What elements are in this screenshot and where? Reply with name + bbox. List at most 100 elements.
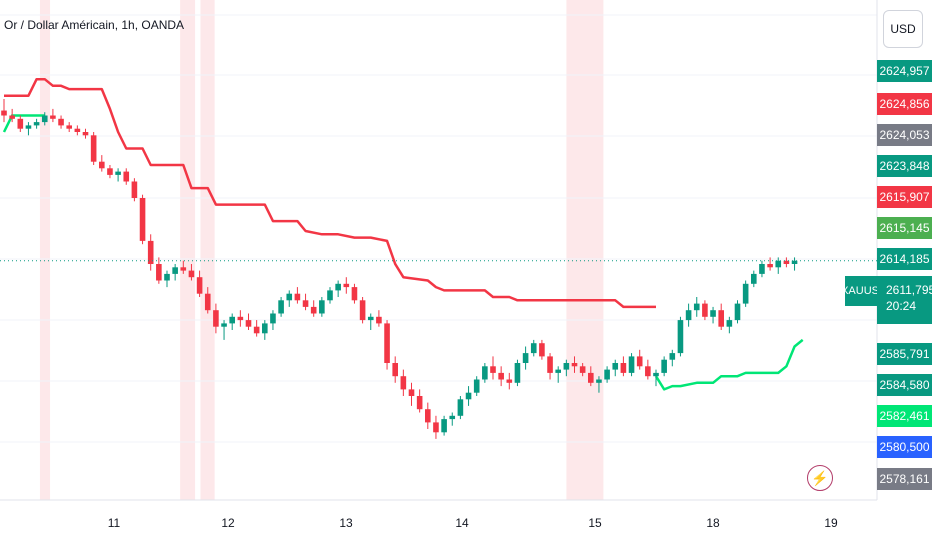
- candle-body: [213, 310, 219, 327]
- candle-54: [441, 415, 447, 436]
- candle-57: [465, 386, 472, 406]
- candle-27: [221, 320, 227, 340]
- candle-body: [563, 363, 570, 370]
- price-label-10: 2580,500: [877, 436, 932, 458]
- candle-34: [278, 297, 284, 317]
- candle-body: [457, 399, 464, 416]
- candle-51: [416, 389, 423, 413]
- candle-body: [490, 366, 496, 373]
- candle-67: [547, 353, 553, 380]
- session-shade-3: [566, 0, 604, 500]
- candle-29: [237, 310, 244, 327]
- candle-46: [376, 310, 382, 327]
- lightning-icon[interactable]: ⚡: [807, 465, 833, 491]
- candle-87: [710, 306, 716, 324]
- candle-43: [351, 283, 358, 304]
- candle-80: [653, 369, 659, 387]
- candle-22: [180, 260, 187, 274]
- candle-body: [416, 396, 423, 410]
- candle-body: [367, 316, 374, 321]
- candle-body: [726, 320, 733, 327]
- price-label-1: 2624,856: [877, 93, 932, 115]
- candle-body: [164, 273, 170, 281]
- candle-body: [107, 168, 113, 175]
- candle-78: [636, 349, 643, 370]
- candle-body: [245, 320, 252, 327]
- candle-55: [449, 412, 456, 426]
- candle-body: [294, 293, 301, 301]
- current-price-value: 2611,795: [886, 283, 932, 297]
- x-tick-12: 12: [221, 516, 235, 530]
- candle-5: [41, 112, 48, 126]
- candle-body: [710, 310, 716, 317]
- candle-88: [718, 303, 724, 330]
- candle-body: [172, 267, 178, 274]
- candle-65: [530, 339, 537, 357]
- candle-body: [188, 270, 195, 278]
- candle-body: [628, 356, 635, 373]
- countdown: 20:24: [886, 299, 917, 313]
- price-label-3: 2623,848: [877, 155, 932, 177]
- candle-86: [702, 300, 708, 321]
- candle-95: [775, 257, 782, 274]
- session-highlights: [39, 0, 604, 500]
- candle-12: [99, 155, 105, 172]
- symbol-label: XAUUSD: [841, 276, 887, 306]
- candle-62: [506, 372, 513, 390]
- candle-31: [253, 320, 260, 337]
- candle-body: [669, 353, 676, 360]
- candles: [1, 99, 798, 439]
- candle-body: [50, 115, 56, 119]
- candle-20: [164, 270, 170, 288]
- candle-body: [604, 369, 610, 380]
- candle-body: [775, 260, 782, 268]
- candle-body: [685, 310, 692, 321]
- candle-body: [539, 343, 545, 357]
- candle-1: [9, 108, 15, 123]
- x-tick-15: 15: [588, 516, 602, 530]
- candle-body: [718, 310, 724, 327]
- candle-59: [482, 363, 488, 383]
- candle-body: [310, 306, 317, 314]
- price-label-5: 2615,145: [877, 217, 932, 239]
- candle-94: [767, 257, 773, 271]
- candle-73: [596, 376, 602, 393]
- candle-79: [645, 359, 651, 380]
- candle-15: [123, 168, 130, 185]
- candle-body: [139, 198, 146, 241]
- candle-body: [41, 115, 48, 123]
- candle-96: [783, 257, 790, 268]
- candle-6: [50, 108, 56, 123]
- candle-body: [506, 379, 513, 383]
- candle-body: [661, 359, 667, 373]
- candle-body: [767, 264, 773, 268]
- candle-26: [213, 303, 219, 334]
- candle-body: [579, 366, 586, 373]
- candle-body: [522, 353, 529, 363]
- candle-81: [661, 356, 667, 377]
- candle-48: [392, 356, 398, 383]
- candle-90: [734, 300, 741, 324]
- candle-body: [514, 363, 521, 383]
- candle-body: [677, 320, 684, 354]
- price-label-2: 2624,053: [877, 124, 932, 146]
- candle-2: [17, 115, 24, 132]
- candle-body: [400, 376, 407, 390]
- candle-body: [530, 343, 537, 354]
- candle-body: [204, 293, 211, 311]
- candle-body: [791, 260, 798, 264]
- candle-body: [734, 303, 741, 321]
- currency-button[interactable]: USD: [883, 10, 923, 48]
- candle-body: [588, 372, 594, 383]
- candle-10: [82, 128, 89, 139]
- candle-28: [229, 313, 235, 330]
- candle-19: [156, 257, 162, 284]
- candle-39: [319, 297, 325, 317]
- candle-body: [58, 118, 64, 126]
- candle-9: [74, 125, 81, 136]
- candle-50: [408, 382, 415, 406]
- candle-body: [636, 356, 643, 367]
- candle-body: [783, 260, 790, 264]
- candle-60: [490, 356, 496, 380]
